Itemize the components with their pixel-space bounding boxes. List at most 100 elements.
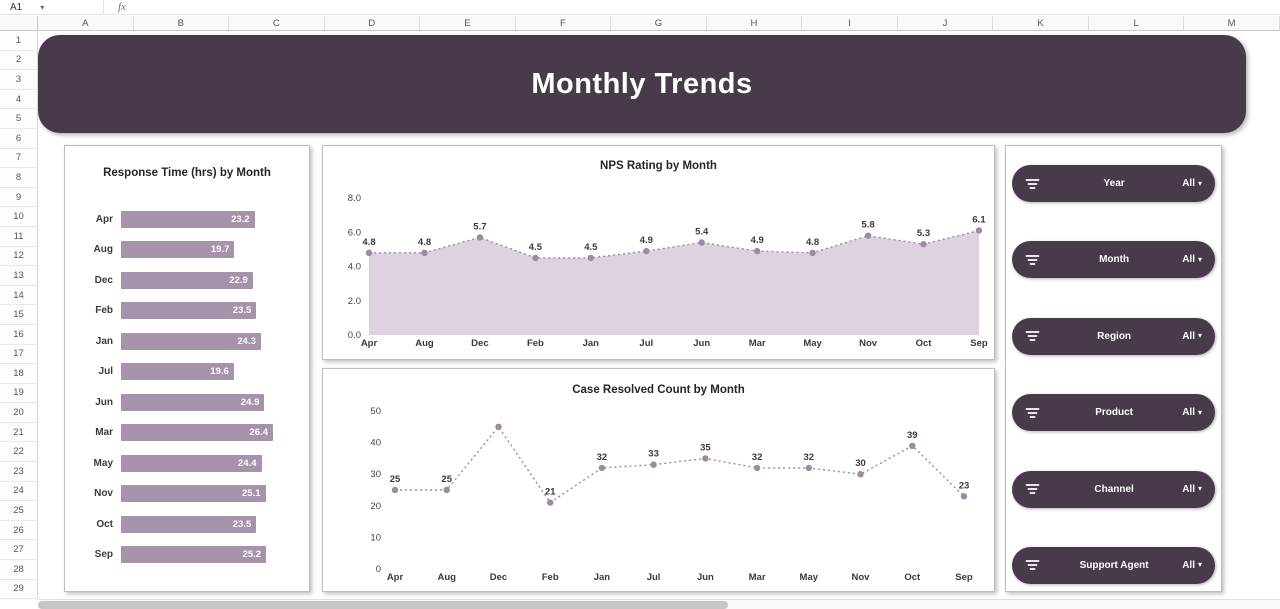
response-time-chart[interactable]: Response Time (hrs) by Month Apr 23.2 Aug 1… <box>64 145 310 592</box>
column-header-I[interactable]: I <box>802 16 898 30</box>
bar: 23.2 <box>121 210 255 228</box>
svg-text:4.8: 4.8 <box>418 237 431 248</box>
chevron-down-icon[interactable]: ▾ <box>1197 484 1202 494</box>
slicer-month[interactable]: Month All ▾ <box>1012 241 1215 279</box>
svg-text:Nov: Nov <box>852 572 871 583</box>
select-all-corner[interactable] <box>0 16 38 31</box>
name-box[interactable]: A1 ▾ <box>0 0 104 14</box>
row-header-1[interactable]: 1 <box>0 31 37 51</box>
name-box-caret-icon[interactable]: ▾ <box>40 2 45 12</box>
slicer-value: All <box>1182 483 1195 495</box>
column-header-A[interactable]: A <box>38 16 134 30</box>
row-header-16[interactable]: 16 <box>0 325 37 345</box>
row-header-7[interactable]: 7 <box>0 149 37 169</box>
filter-icon <box>1025 483 1040 495</box>
slicer-product[interactable]: Product All ▾ <box>1012 394 1215 432</box>
svg-text:Jul: Jul <box>647 572 661 583</box>
nps-rating-chart[interactable]: NPS Rating by Month 0.0 2.0 4.0 6.0 8.0 4.8 Ap… <box>322 145 995 360</box>
svg-text:5.7: 5.7 <box>473 221 486 232</box>
column-header-F[interactable]: F <box>516 16 612 30</box>
svg-text:21: 21 <box>545 487 556 498</box>
case-resolved-chart[interactable]: Case Resolved Count by Month 0 10 20 30 40 50… <box>322 368 995 592</box>
row-header-9[interactable]: 9 <box>0 188 37 208</box>
column-header-G[interactable]: G <box>611 16 707 30</box>
row-header-28[interactable]: 28 <box>0 560 37 580</box>
column-header-E[interactable]: E <box>420 16 516 30</box>
row-header-11[interactable]: 11 <box>0 227 37 247</box>
row-header-3[interactable]: 3 <box>0 70 37 90</box>
svg-text:39: 39 <box>907 430 918 441</box>
row-header-20[interactable]: 20 <box>0 403 37 423</box>
horizontal-scrollbar-thumb[interactable] <box>38 601 728 609</box>
chevron-down-icon[interactable]: ▾ <box>1197 254 1202 264</box>
row-header-10[interactable]: 10 <box>0 207 37 227</box>
bar-row-Dec: Dec 22.9 <box>75 265 301 296</box>
row-header-4[interactable]: 4 <box>0 90 37 110</box>
row-header-29[interactable]: 29 <box>0 580 37 599</box>
chevron-down-icon[interactable]: ▾ <box>1197 178 1202 188</box>
case-plot-area: 0 10 20 30 40 50 25 Apr 25 Aug Dec 21 Feb 32 Jan 33 Jul 3… <box>370 406 972 583</box>
column-header-K[interactable]: K <box>993 16 1089 30</box>
bar: 24.4 <box>121 454 262 472</box>
row-header-24[interactable]: 24 <box>0 482 37 502</box>
row-header-21[interactable]: 21 <box>0 423 37 443</box>
row-header-23[interactable]: 23 <box>0 462 37 482</box>
slicer-value: All <box>1182 178 1195 189</box>
bar-category-label: Dec <box>94 274 113 286</box>
row-header-13[interactable]: 13 <box>0 266 37 286</box>
row-header-26[interactable]: 26 <box>0 521 37 541</box>
row-header-19[interactable]: 19 <box>0 384 37 404</box>
row-header-15[interactable]: 15 <box>0 305 37 325</box>
chevron-down-icon[interactable]: ▾ <box>1197 331 1202 341</box>
row-header-25[interactable]: 25 <box>0 501 37 521</box>
dashboard-banner: Monthly Trends <box>38 35 1246 133</box>
slicer-support-agent[interactable]: Support Agent All ▾ <box>1012 546 1215 584</box>
column-header-M[interactable]: M <box>1184 16 1280 30</box>
svg-text:4.5: 4.5 <box>584 242 598 253</box>
column-header-H[interactable]: H <box>707 16 803 30</box>
bar-category-label: May <box>93 457 113 469</box>
svg-text:Feb: Feb <box>542 572 559 583</box>
row-header-27[interactable]: 27 <box>0 540 37 561</box>
chevron-down-icon[interactable]: ▾ <box>1197 407 1202 417</box>
horizontal-scrollbar[interactable] <box>38 599 1280 609</box>
row-header-17[interactable]: 17 <box>0 345 37 365</box>
column-header-J[interactable]: J <box>898 16 994 30</box>
bar-category-label: Mar <box>95 427 113 439</box>
column-header-D[interactable]: D <box>325 16 421 30</box>
svg-text:Mar: Mar <box>749 338 766 349</box>
bar: 23.5 <box>121 515 257 533</box>
filter-icon <box>1025 254 1040 266</box>
row-header-18[interactable]: 18 <box>0 364 37 384</box>
svg-text:Jun: Jun <box>697 572 714 583</box>
bar-row-Apr: Apr 23.2 <box>75 204 301 235</box>
bar-category-label: Sep <box>94 549 113 561</box>
slicer-value: All <box>1182 254 1195 266</box>
column-header-C[interactable]: C <box>229 16 325 30</box>
svg-text:10: 10 <box>370 532 381 543</box>
bar-row-Jun: Jun 24.9 <box>75 387 301 418</box>
slicer-channel[interactable]: Channel All ▾ <box>1012 470 1215 508</box>
slicer-region[interactable]: Region All ▾ <box>1012 317 1215 355</box>
svg-text:Mar: Mar <box>749 572 766 583</box>
row-header-2[interactable]: 2 <box>0 51 37 71</box>
chart-title: Response Time (hrs) by Month <box>103 167 271 179</box>
bar-plot-area: Apr 23.2 Aug 19.7 Dec 22.9 Feb 23.5 Jan 24.3 Jul 19… <box>75 204 301 570</box>
slicer-value: All <box>1182 407 1195 419</box>
svg-text:Jan: Jan <box>594 572 611 583</box>
row-header-5[interactable]: 5 <box>0 109 37 129</box>
bar-value-label: 19.6 <box>210 366 229 378</box>
row-header-6[interactable]: 6 <box>0 129 37 149</box>
nps-plot-area: 0.0 2.0 4.0 6.0 8.0 4.8 Apr 4.8 Aug 5.7 Dec 4.5 Feb 4… <box>348 193 988 349</box>
chevron-down-icon[interactable]: ▾ <box>1197 560 1202 570</box>
slicer-year[interactable]: Year All ▾ <box>1012 165 1215 202</box>
row-header-12[interactable]: 12 <box>0 247 37 267</box>
row-header-22[interactable]: 22 <box>0 442 37 463</box>
column-header-B[interactable]: B <box>134 16 230 30</box>
column-header-L[interactable]: L <box>1089 16 1185 30</box>
row-header-8[interactable]: 8 <box>0 168 37 188</box>
row-header-14[interactable]: 14 <box>0 286 37 306</box>
svg-text:Aug: Aug <box>415 338 434 349</box>
